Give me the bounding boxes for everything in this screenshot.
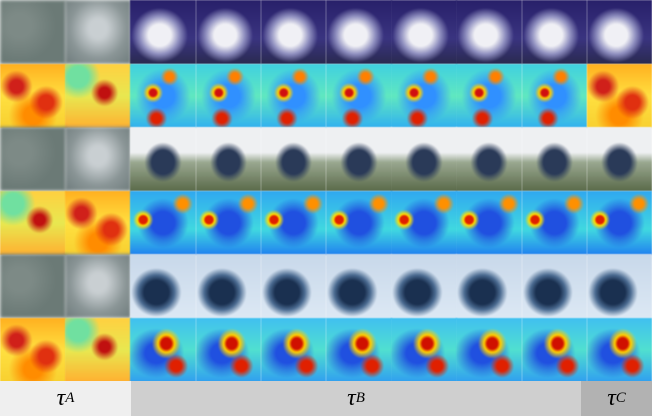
heatmap <box>326 191 392 255</box>
image <box>326 0 392 64</box>
image <box>456 254 522 318</box>
heatmap <box>196 191 262 255</box>
image <box>261 0 327 64</box>
image <box>196 254 262 318</box>
heatmap <box>456 318 522 382</box>
heatmap <box>261 191 327 255</box>
heatmap <box>0 191 66 255</box>
image <box>0 127 66 191</box>
image <box>456 0 522 64</box>
heatmap <box>391 318 457 382</box>
image <box>456 127 522 191</box>
image <box>0 0 66 64</box>
heatmap <box>196 64 262 128</box>
image <box>196 0 262 64</box>
heatmap <box>0 318 66 382</box>
symbol: τ <box>347 385 356 412</box>
image <box>0 254 66 318</box>
image <box>587 0 652 64</box>
image <box>130 127 196 191</box>
heatmap <box>65 318 131 382</box>
heatmap <box>130 64 196 128</box>
heatmap <box>391 191 457 255</box>
heatmap <box>65 64 131 128</box>
image <box>326 127 392 191</box>
heatmap <box>261 64 327 128</box>
heatmap <box>522 64 588 128</box>
image <box>326 254 392 318</box>
heatmap <box>0 64 66 128</box>
heatmap <box>326 318 392 382</box>
image <box>391 254 457 318</box>
heatmap <box>522 318 588 382</box>
image <box>196 127 262 191</box>
image <box>130 254 196 318</box>
heatmap <box>261 318 327 382</box>
image <box>65 0 131 64</box>
image <box>65 254 131 318</box>
image <box>522 254 588 318</box>
heatmap <box>65 191 131 255</box>
image <box>587 127 652 191</box>
symbol: τ <box>57 385 66 412</box>
figure: τA τB τC <box>0 0 652 416</box>
image <box>391 127 457 191</box>
heatmap <box>130 318 196 382</box>
heatmap <box>456 191 522 255</box>
image <box>522 127 588 191</box>
heatmap <box>130 191 196 255</box>
image <box>261 127 327 191</box>
image <box>587 254 652 318</box>
heatmap <box>196 318 262 382</box>
heatmap <box>587 318 652 382</box>
subscript: A <box>65 390 74 407</box>
image <box>65 127 131 191</box>
image <box>130 0 196 64</box>
symbol: τ <box>607 385 616 412</box>
heatmap <box>587 64 652 128</box>
heatmap <box>587 191 652 255</box>
heatmap <box>326 64 392 128</box>
image <box>391 0 457 64</box>
subscript: C <box>616 390 626 407</box>
image <box>522 0 588 64</box>
heatmap <box>391 64 457 128</box>
heatmap <box>456 64 522 128</box>
subscript: B <box>356 390 365 407</box>
image <box>261 254 327 318</box>
heatmap <box>522 191 588 255</box>
